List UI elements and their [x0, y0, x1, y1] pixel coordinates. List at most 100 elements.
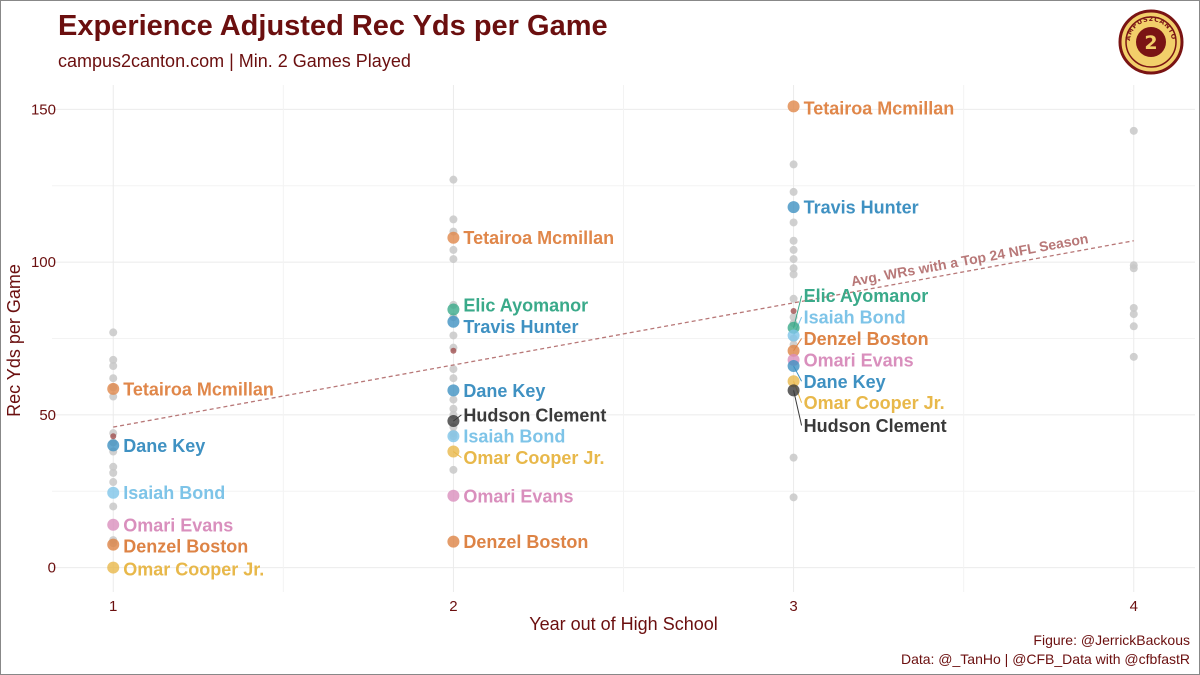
background-point	[449, 465, 458, 474]
player-label: Omar Cooper Jr.	[804, 393, 945, 413]
player-point	[447, 315, 460, 328]
player-label: Dane Key	[123, 436, 205, 456]
player-point	[787, 100, 800, 113]
highlight-point	[450, 347, 457, 354]
background-point	[109, 328, 118, 337]
axes: 0 50 100 150 1 2 3 4 Year out of High School Rec …	[4, 101, 1138, 634]
player-label: Omari Evans	[123, 515, 233, 535]
chart-title: Experience Adjusted Rec Yds per Game	[58, 10, 608, 42]
background-point	[109, 468, 118, 477]
player-point	[107, 439, 120, 452]
player-label: Omari Evans	[463, 486, 573, 506]
player-label: Omari Evans	[804, 350, 914, 370]
background-point	[109, 374, 118, 383]
background-point	[789, 245, 798, 254]
player-points	[107, 100, 800, 574]
background-point	[449, 374, 458, 383]
leader-line	[793, 390, 803, 426]
background-point	[1129, 126, 1138, 135]
x-tick-label: 4	[1130, 598, 1138, 615]
logo-numeral: 2	[1144, 32, 1157, 54]
player-label: Omar Cooper Jr.	[123, 560, 264, 580]
background-point	[109, 462, 118, 471]
background-point	[449, 395, 458, 404]
background-point	[109, 361, 118, 370]
caption-data-credit: Data: @_TanHo | @CFB_Data with @cfbfastR	[900, 651, 1190, 667]
background-point	[109, 502, 118, 511]
caption-figure-credit: Figure: @JerrickBackous	[1033, 632, 1190, 648]
background-point	[449, 245, 458, 254]
player-label: Dane Key	[463, 381, 545, 401]
player-label: Hudson Clement	[804, 416, 947, 436]
background-point	[1129, 303, 1138, 312]
player-point	[787, 359, 800, 372]
player-point	[447, 384, 460, 397]
background-point	[789, 187, 798, 196]
background-point	[789, 264, 798, 273]
background-point	[789, 453, 798, 462]
background-point	[789, 294, 798, 303]
trend-line-path	[113, 240, 1134, 428]
background-point	[789, 218, 798, 227]
background-point	[1129, 322, 1138, 331]
player-label: Denzel Boston	[463, 532, 588, 552]
player-point	[447, 430, 460, 443]
x-axis-label: Year out of High School	[529, 614, 717, 634]
background-point	[109, 478, 118, 487]
x-tick-label: 3	[789, 598, 797, 615]
player-label: Travis Hunter	[804, 198, 919, 218]
background-point	[449, 404, 458, 413]
player-label: Tetairoa Mcmillan	[804, 98, 955, 118]
player-point	[107, 561, 120, 574]
background-point	[789, 160, 798, 169]
trend-label: Avg. WRs with a Top 24 NFL Season	[850, 230, 1090, 289]
background-point	[449, 255, 458, 264]
player-label: Dane Key	[804, 372, 886, 392]
background-point	[109, 355, 118, 364]
background-point	[789, 236, 798, 245]
player-point	[447, 414, 460, 427]
player-point	[447, 445, 460, 458]
player-point	[787, 375, 800, 388]
y-tick-label: 100	[31, 254, 56, 271]
background-point	[1129, 352, 1138, 361]
background-point	[789, 255, 798, 264]
player-point	[107, 486, 120, 499]
background-point	[1129, 264, 1138, 273]
player-point	[787, 384, 800, 397]
x-tick-label: 1	[109, 598, 117, 615]
player-point	[447, 303, 460, 316]
highlight-point	[790, 308, 797, 315]
player-point	[787, 344, 800, 357]
background-point	[449, 175, 458, 184]
player-label: Elic Ayomanor	[463, 295, 588, 315]
player-label: Tetairoa Mcmillan	[463, 228, 614, 248]
player-label: Travis Hunter	[463, 317, 578, 337]
y-tick-label: 50	[39, 407, 56, 424]
background-point	[449, 215, 458, 224]
y-axis-label: Rec Yds per Game	[4, 264, 24, 417]
player-label: Isaiah Bond	[123, 483, 225, 503]
player-point	[107, 382, 120, 395]
player-point	[787, 329, 800, 342]
chart-subtitle: campus2canton.com | Min. 2 Games Played	[58, 51, 411, 71]
player-point	[107, 538, 120, 551]
background-point	[789, 270, 798, 279]
y-tick-label: 150	[31, 101, 56, 118]
highlight-point	[110, 433, 117, 440]
player-label: Isaiah Bond	[463, 427, 565, 447]
player-label: Tetairoa Mcmillan	[123, 379, 274, 399]
player-label: Denzel Boston	[804, 329, 929, 349]
player-point	[447, 231, 460, 244]
y-tick-label: 0	[48, 560, 56, 577]
background-point	[449, 365, 458, 374]
background-point	[449, 331, 458, 340]
player-point	[447, 489, 460, 502]
player-label: Omar Cooper Jr.	[463, 448, 604, 468]
player-label: Denzel Boston	[123, 537, 248, 557]
chart-caption: Figure: @JerrickBackous Data: @_TanHo | …	[901, 631, 1190, 669]
player-point	[787, 201, 800, 214]
